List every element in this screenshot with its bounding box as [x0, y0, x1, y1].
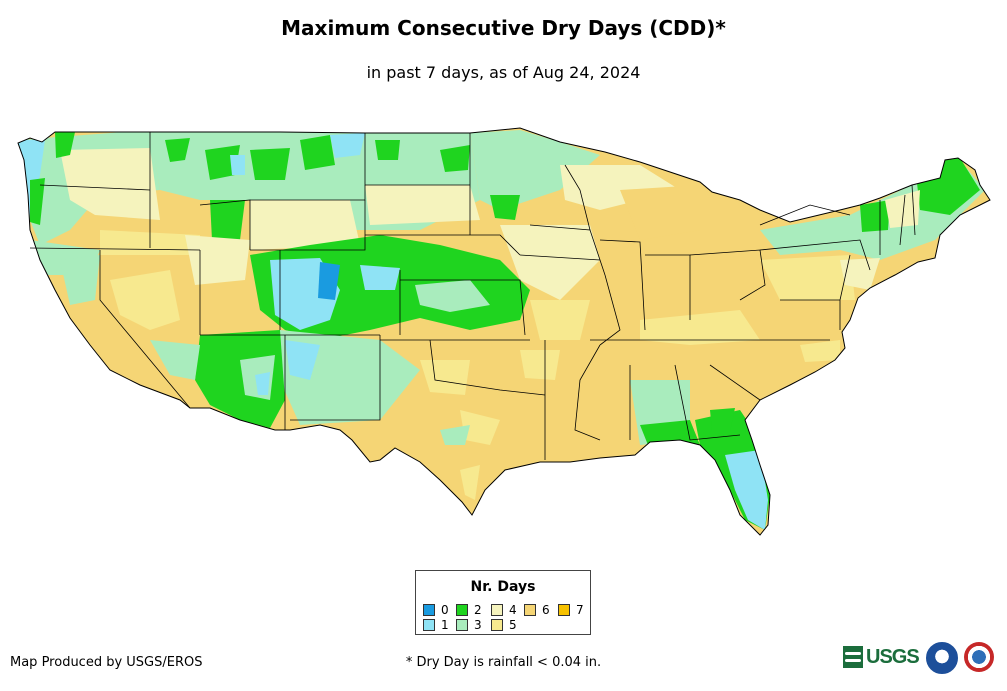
legend-label: 2 [474, 603, 482, 617]
legend-title: Nr. Days [470, 579, 536, 595]
legend-label: 5 [509, 618, 517, 632]
legend-item-4: 4 [491, 603, 517, 617]
legend-label: 1 [441, 618, 449, 632]
legend-item-0: 0 [423, 603, 449, 617]
dry-day-footnote: * Dry Day is rainfall < 0.04 in. [405, 655, 602, 670]
legend-item-7: 7 [558, 603, 584, 617]
legend-label: 6 [542, 603, 550, 617]
noaa-logo [926, 642, 958, 674]
legend-swatch [456, 604, 468, 616]
legend-item-6: 6 [524, 603, 550, 617]
legend-item-2: 2 [456, 603, 482, 617]
legend-label: 3 [474, 618, 482, 632]
us-cdd-map [17, 127, 991, 536]
legend-item-5: 5 [491, 618, 517, 632]
map-title: Maximum Consecutive Dry Days (CDD)* [281, 16, 726, 40]
legend-swatch [423, 604, 435, 616]
map-credit: Map Produced by USGS/EROS [10, 655, 203, 670]
legend-swatch [558, 604, 570, 616]
legend-swatch [524, 604, 536, 616]
legend-label: 4 [509, 603, 517, 617]
legend-label: 0 [441, 603, 449, 617]
legend-item-3: 3 [456, 618, 482, 632]
legend-swatch [456, 619, 468, 631]
legend-swatch [491, 604, 503, 616]
legend-swatch [423, 619, 435, 631]
usgs-logo: USGS [843, 643, 920, 671]
map-subtitle: in past 7 days, as of Aug 24, 2024 [366, 63, 641, 82]
legend-label: 7 [576, 603, 584, 617]
usgs-logo-text: USGS [866, 645, 920, 668]
nws-logo [964, 642, 994, 672]
legend-item-1: 1 [423, 618, 449, 632]
usgs-wave-icon [843, 646, 863, 668]
legend-swatch [491, 619, 503, 631]
